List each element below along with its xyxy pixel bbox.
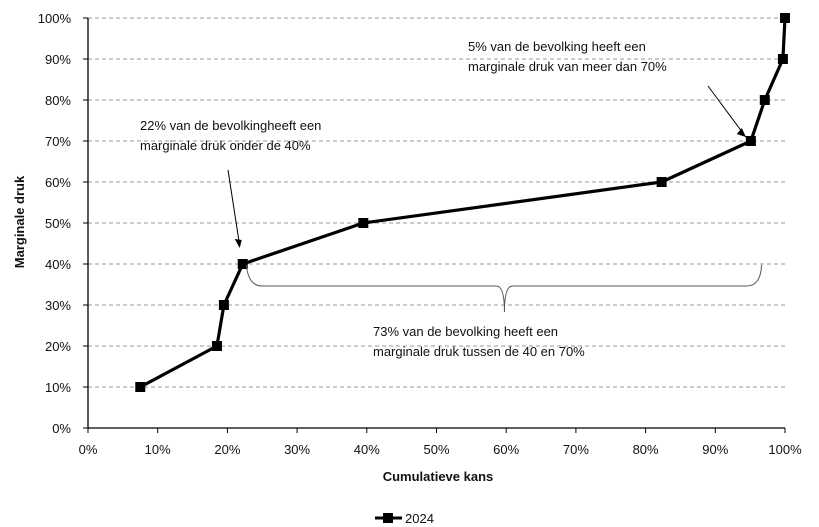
arrow-head [234,239,242,248]
x-tick-label: 80% [633,442,659,457]
annotation-line: marginale druk van meer dan 70% [468,59,667,74]
data-point [237,259,248,269]
annotation-arrow [707,85,747,138]
x-tick-label: 30% [284,442,310,457]
annotation-line: 22% van de bevolkingheeft een [140,118,321,133]
annotation-under-40-text: 22% van de bevolkingheeft een marginale d… [140,118,321,153]
series-2024 [135,13,790,392]
annotation-over-70-text: 5% van de bevolking heeft een marginale d… [468,39,667,74]
y-tick-label: 40% [45,257,71,272]
data-point [211,341,222,351]
legend: 2024 [375,511,434,526]
data-point [358,218,369,228]
x-axis-title: Cumulatieve kans [383,469,494,484]
x-tick-label: 40% [354,442,380,457]
data-point [218,300,229,310]
y-tick-label: 0% [52,421,71,436]
y-axis-title: Marginale druk [12,175,27,268]
data-point [745,136,756,146]
x-tick-label: 90% [702,442,728,457]
y-tick-label: 60% [45,175,71,190]
x-tick-label: 60% [493,442,519,457]
x-tick-label: 70% [563,442,589,457]
arrow-head [736,128,746,137]
annotation-40-70-text: 73% van de bevolking heeft een marginale … [373,324,585,359]
data-point [656,177,667,187]
series-line [139,17,787,389]
x-tick-label: 20% [214,442,240,457]
legend-label: 2024 [405,511,434,526]
y-tick-label: 80% [45,93,71,108]
y-tick-label: 10% [45,380,71,395]
annotation-arrow [227,169,241,247]
annotation-line: 73% van de bevolking heeft een [373,324,558,339]
annotation-line: 5% van de bevolking heeft een [468,39,646,54]
y-tick-label: 100% [38,11,72,26]
legend-marker [383,513,393,523]
y-tick-labels: 0% 10% 20% 30% 40% 50% 60% 70% 80% 90% 100% [38,11,72,436]
y-tick-label: 30% [45,298,71,313]
data-point [759,95,770,105]
brace [245,264,763,313]
y-tick-label: 70% [45,134,71,149]
annotations: 22% van de bevolkingheeft een marginale d… [140,39,763,359]
x-tick-label: 10% [145,442,171,457]
x-tick-label: 50% [423,442,449,457]
y-tick-label: 20% [45,339,71,354]
data-point [135,382,146,392]
x-tick-label: 100% [768,442,802,457]
data-point [780,13,790,23]
axes [83,17,786,433]
x-tick-label: 0% [79,442,98,457]
x-tick-labels: 0% 10% 20% 30% 40% 50% 60% 70% 80% 90% 100% [79,442,802,457]
y-tick-label: 50% [45,216,71,231]
y-tick-label: 90% [45,52,71,67]
annotation-line: marginale druk onder de 40% [140,138,311,153]
annotation-line: marginale druk tussen de 40 en 70% [373,344,585,359]
data-point [777,54,788,64]
